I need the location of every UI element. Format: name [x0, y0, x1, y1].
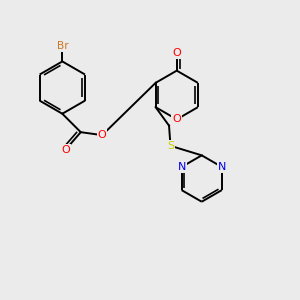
Text: O: O: [172, 48, 181, 59]
Text: N: N: [177, 162, 186, 172]
Text: N: N: [218, 162, 226, 172]
Text: O: O: [61, 145, 70, 155]
Text: Br: Br: [56, 41, 68, 51]
Text: O: O: [98, 130, 106, 140]
Text: O: O: [172, 114, 181, 124]
Text: S: S: [167, 141, 174, 151]
